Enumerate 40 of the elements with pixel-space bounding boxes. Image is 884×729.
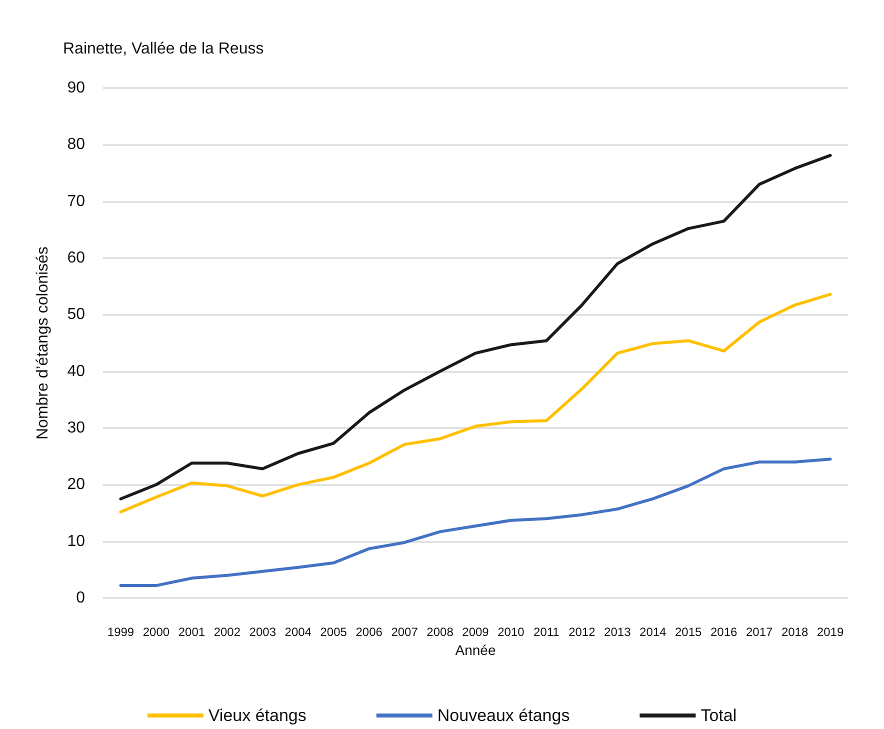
x-tick-label: 2010 xyxy=(498,625,525,639)
x-tick-label: 2006 xyxy=(356,625,383,639)
y-tick-label: 0 xyxy=(76,590,86,606)
y-tick-label: 30 xyxy=(67,420,86,436)
x-tick-label: 2015 xyxy=(675,625,702,639)
x-tick-label: 2001 xyxy=(178,625,206,639)
legend-label: Total xyxy=(700,706,737,725)
x-tick-label: 2005 xyxy=(320,625,348,639)
x-tick-label: 2016 xyxy=(710,625,738,639)
chart-title: Rainette, Vallée de la Reuss xyxy=(63,40,264,58)
y-tick-label: 70 xyxy=(67,192,86,210)
line-series xyxy=(119,292,832,514)
y-axis-title: Nombre d’étangs colonisés xyxy=(34,246,52,440)
legend-label: Vieux étangs xyxy=(208,706,306,725)
legend-label: Nouveaux étangs xyxy=(437,706,570,725)
x-tick-label: 2013 xyxy=(604,625,632,639)
x-tick-label: 2000 xyxy=(142,625,170,639)
line-series xyxy=(119,458,832,588)
x-tick-label: 2003 xyxy=(249,625,276,639)
x-tick-label: 2012 xyxy=(568,625,596,639)
x-tick-label: 2017 xyxy=(746,625,773,639)
x-tick-label: 2011 xyxy=(534,625,560,639)
y-tick-label: 50 xyxy=(67,306,86,324)
y-tick-label: 60 xyxy=(67,250,86,266)
y-tick-label: 10 xyxy=(67,532,86,550)
x-tick-label: 2007 xyxy=(391,625,418,639)
x-tick-label: 1999 xyxy=(107,625,134,639)
y-tick-label: 20 xyxy=(67,476,86,494)
y-tick-label: 40 xyxy=(67,362,86,380)
y-tick-label: 90 xyxy=(67,80,86,96)
x-tick-label: 2004 xyxy=(284,625,312,639)
x-tick-label: 2018 xyxy=(781,625,808,639)
y-tick-label: 80 xyxy=(67,136,86,154)
x-tick-label: 2009 xyxy=(462,625,490,639)
x-tick-label: 2019 xyxy=(816,625,844,639)
line-series xyxy=(119,154,832,500)
x-axis-title: Année xyxy=(455,642,496,658)
x-tick-label: 2002 xyxy=(214,625,241,639)
x-tick-label: 2008 xyxy=(426,625,454,639)
x-tick-label: 2014 xyxy=(640,625,667,639)
